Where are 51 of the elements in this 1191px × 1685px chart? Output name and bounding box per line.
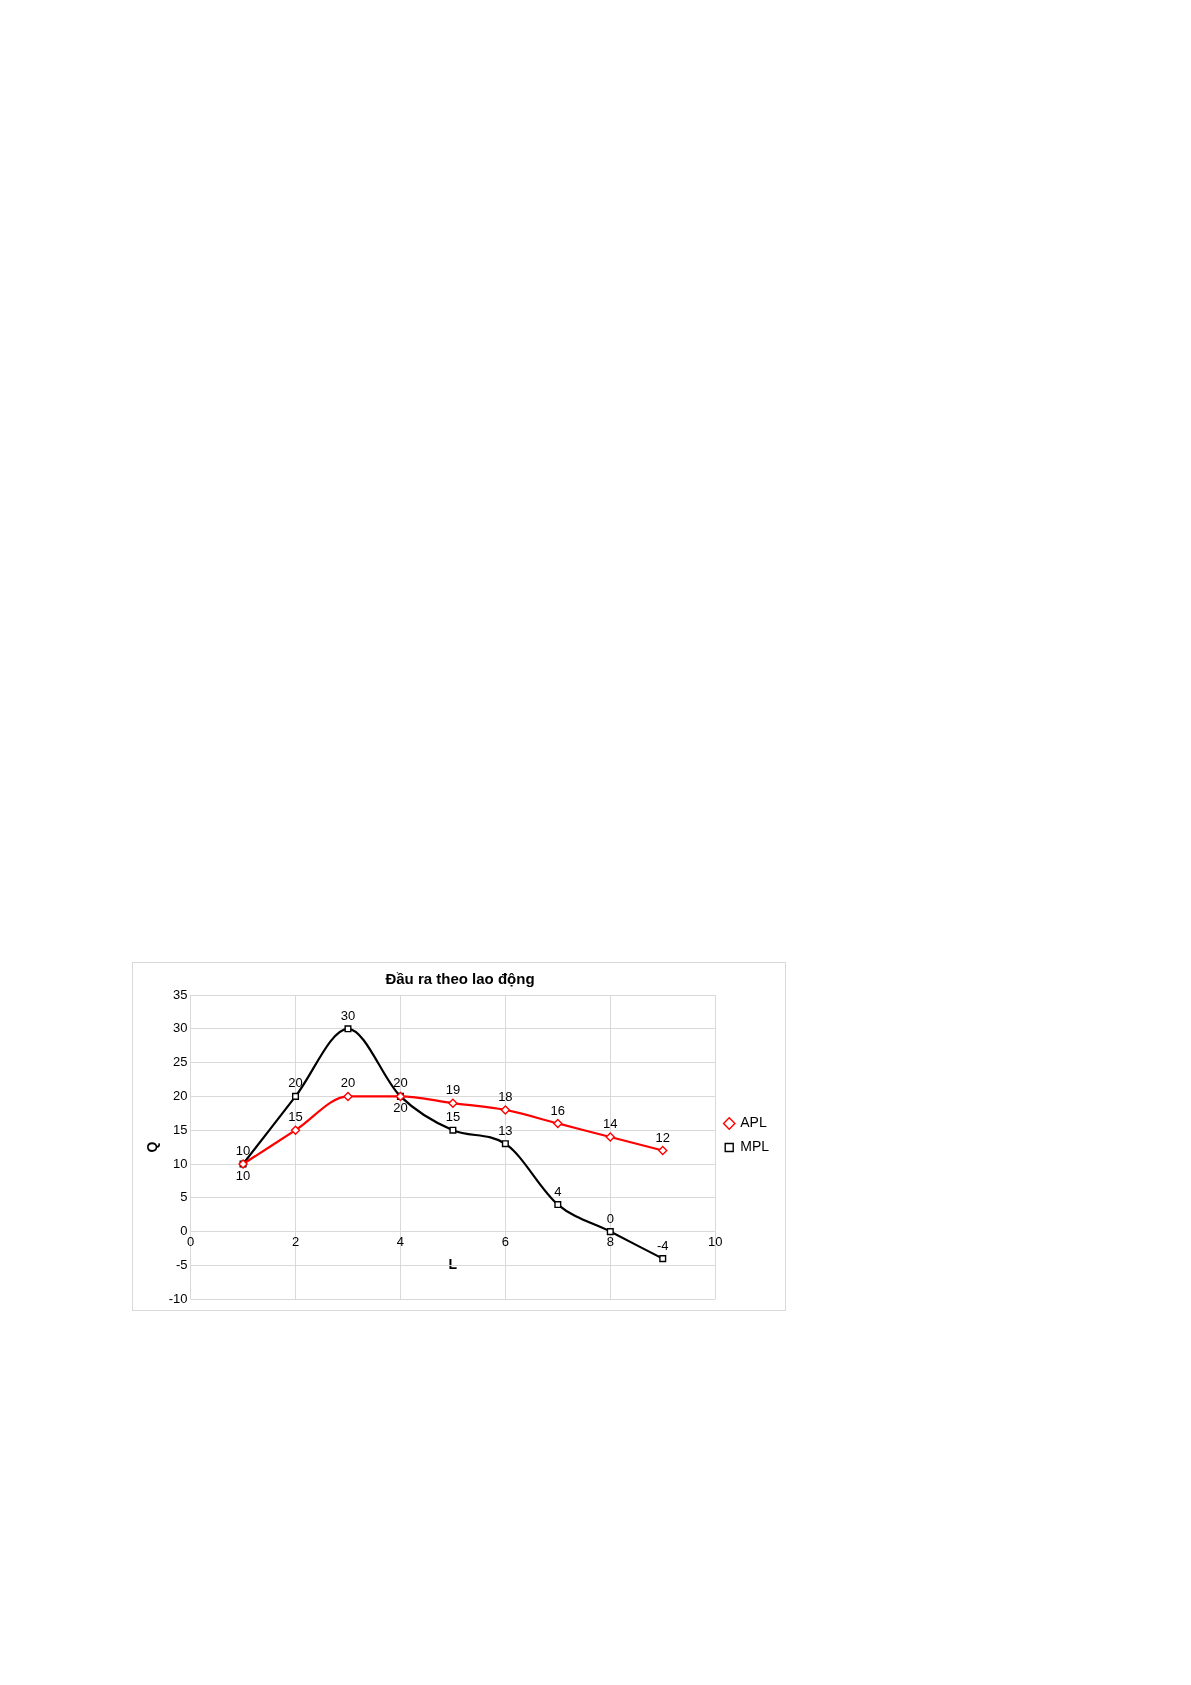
legend-label: MPL [740, 1138, 770, 1155]
data-label: 20 [393, 1075, 408, 1091]
data-label: 4 [554, 1183, 562, 1199]
y-tick-label: 10 [173, 1155, 188, 1171]
y-tick-label: -5 [176, 1256, 188, 1272]
data-label: 14 [603, 1116, 618, 1132]
legend-label: APL [740, 1114, 767, 1131]
data-label: 20 [340, 1075, 356, 1091]
chart-title: Đầu ra theo lao động [385, 970, 535, 988]
point [448, 1098, 458, 1108]
point [501, 1140, 509, 1148]
point [553, 1118, 563, 1129]
y-tick-label: 15 [173, 1121, 188, 1137]
y-tick-label: 25 [173, 1054, 188, 1070]
x-tick-label: 2 [291, 1233, 300, 1249]
x-tick-label: 8 [606, 1233, 614, 1249]
point [449, 1126, 457, 1134]
data-label: 10 [235, 1143, 251, 1159]
data-label: 30 [340, 1007, 356, 1023]
data-label: -4 [656, 1237, 669, 1253]
point [659, 1255, 667, 1263]
y-tick-label: 20 [173, 1087, 188, 1103]
x-tick-label: 6 [501, 1233, 509, 1249]
point [606, 1228, 614, 1236]
data-label: 12 [655, 1129, 670, 1145]
point [343, 1091, 353, 1102]
data-label: 19 [445, 1082, 461, 1098]
x-tick-label: 4 [396, 1233, 405, 1249]
data-label: 0 [606, 1210, 614, 1226]
data-label: 15 [288, 1109, 303, 1125]
x-tick-label: 10 [707, 1233, 723, 1249]
data-label: 10 [235, 1168, 251, 1184]
point [291, 1092, 300, 1100]
point [290, 1125, 301, 1135]
data-label: 20 [288, 1075, 303, 1091]
y-tick-label: 35 [173, 986, 188, 1002]
y-axis-title: Q [144, 1141, 161, 1153]
data-label: 13 [498, 1122, 513, 1138]
y-tick-label: 30 [173, 1020, 188, 1036]
point [344, 1025, 352, 1033]
data-label: 15 [445, 1109, 461, 1125]
y-tick-label: -10 [168, 1290, 188, 1306]
y-tick-label: 0 [180, 1223, 188, 1239]
data-label: 18 [498, 1089, 513, 1104]
point [554, 1201, 562, 1209]
point [500, 1105, 511, 1115]
data-label: 16 [550, 1102, 566, 1118]
data-label: 20 [393, 1100, 408, 1116]
point [605, 1132, 615, 1142]
y-tick-label: 5 [180, 1189, 188, 1205]
point [658, 1145, 668, 1156]
